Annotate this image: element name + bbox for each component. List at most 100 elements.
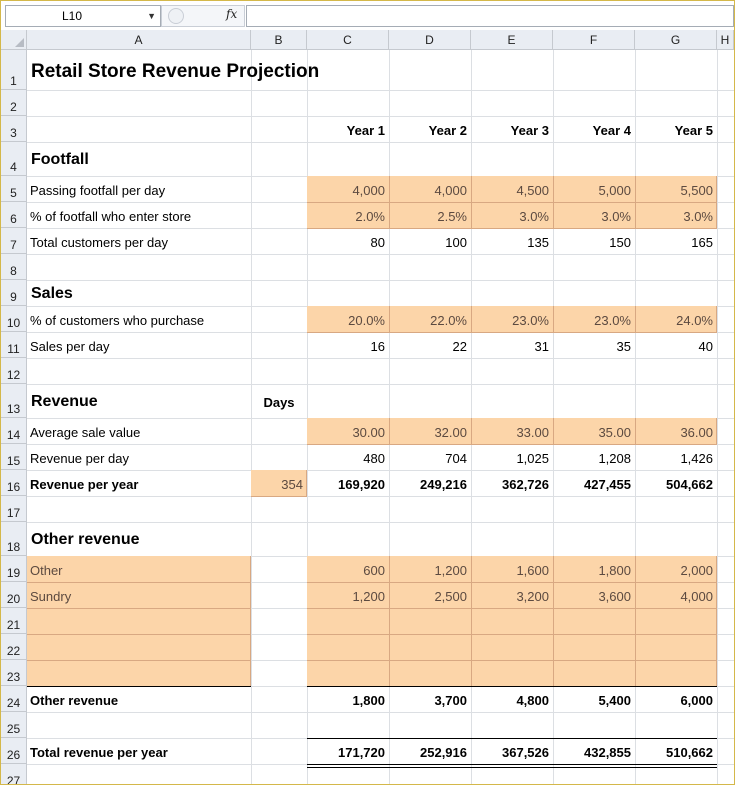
column-header-a[interactable]: A (27, 30, 251, 50)
row-label[interactable]: Other revenue (30, 693, 119, 708)
row-header-4[interactable]: 4 (1, 142, 27, 176)
input-cell[interactable]: 23.0% (512, 313, 549, 328)
value-cell[interactable]: 3,700 (434, 693, 467, 708)
year-header[interactable]: Year 4 (592, 123, 631, 138)
section-heading-footfall[interactable]: Footfall (31, 151, 89, 168)
row-label[interactable]: Passing footfall per day (30, 183, 166, 198)
input-cell[interactable]: 600 (363, 563, 385, 578)
input-cell[interactable]: 2.5% (437, 209, 467, 224)
row-header-25[interactable]: 25 (1, 712, 27, 738)
input-cell[interactable]: 33.00 (516, 425, 549, 440)
row-header-21[interactable]: 21 (1, 608, 27, 634)
input-cell[interactable]: 4,000 (434, 183, 467, 198)
row-header-8[interactable]: 8 (1, 254, 27, 280)
value-cell[interactable]: 427,455 (584, 477, 631, 492)
column-header-d[interactable]: D (389, 30, 471, 50)
value-cell[interactable]: 367,526 (502, 745, 549, 760)
value-cell[interactable]: 165 (691, 235, 713, 250)
section-heading-sales[interactable]: Sales (31, 285, 73, 302)
row-header-5[interactable]: 5 (1, 176, 27, 202)
row-label[interactable]: % of footfall who enter store (30, 209, 192, 224)
input-cell[interactable]: 20.0% (348, 313, 385, 328)
column-header-e[interactable]: E (471, 30, 553, 50)
row-label[interactable]: Average sale value (30, 425, 141, 440)
row-header-22[interactable]: 22 (1, 634, 27, 660)
column-header-b[interactable]: B (251, 30, 307, 50)
value-cell[interactable]: 1,800 (352, 693, 385, 708)
row-header-9[interactable]: 9 (1, 280, 27, 306)
value-cell[interactable]: 80 (370, 235, 385, 250)
value-cell[interactable]: 1,025 (516, 451, 549, 466)
value-cell[interactable]: 169,920 (338, 477, 385, 492)
input-cell[interactable]: 35.00 (598, 425, 631, 440)
row-header-2[interactable]: 2 (1, 90, 27, 116)
input-cell[interactable]: 1,600 (516, 563, 549, 578)
value-cell[interactable]: 432,855 (584, 745, 631, 760)
row-label[interactable]: Sales per day (30, 339, 110, 354)
row-header-18[interactable]: 18 (1, 522, 27, 556)
page-title[interactable]: Retail Store Revenue Projection (31, 61, 320, 82)
row-header-15[interactable]: 15 (1, 444, 27, 470)
value-cell[interactable]: 150 (609, 235, 631, 250)
section-heading-other-revenue[interactable]: Other revenue (31, 531, 140, 548)
value-cell[interactable]: 704 (445, 451, 467, 466)
input-cell[interactable]: 1,200 (434, 563, 467, 578)
input-cell[interactable]: 4,000 (680, 589, 713, 604)
input-cell[interactable]: 3.0% (683, 209, 713, 224)
input-cell[interactable]: 36.00 (680, 425, 713, 440)
value-cell[interactable]: 40 (698, 339, 713, 354)
value-cell[interactable]: 4,800 (516, 693, 549, 708)
input-cell[interactable]: 30.00 (352, 425, 385, 440)
input-cell[interactable]: 5,000 (598, 183, 631, 198)
input-cell[interactable]: 3.0% (519, 209, 549, 224)
value-cell[interactable]: 252,916 (420, 745, 467, 760)
cancel-icon[interactable] (168, 8, 184, 24)
value-cell[interactable]: 135 (527, 235, 549, 250)
row-label[interactable]: Total revenue per year (30, 745, 168, 760)
value-cell[interactable]: 510,662 (666, 745, 713, 760)
row-header-12[interactable]: 12 (1, 358, 27, 384)
row-label[interactable]: Revenue per year (30, 477, 139, 492)
value-cell[interactable]: 22 (452, 339, 467, 354)
days-header[interactable]: Days (263, 395, 295, 410)
row-header-13[interactable]: 13 (1, 384, 27, 418)
input-cell[interactable]: 5,500 (680, 183, 713, 198)
row-label[interactable]: Total customers per day (30, 235, 169, 250)
section-heading-revenue[interactable]: Revenue (31, 393, 98, 410)
row-header-16[interactable]: 16 (1, 470, 27, 496)
year-header[interactable]: Year 1 (346, 123, 385, 138)
select-all-corner[interactable] (1, 30, 27, 50)
column-header-g[interactable]: G (635, 30, 717, 50)
value-cell[interactable]: 362,726 (502, 477, 549, 492)
row-header-7[interactable]: 7 (1, 228, 27, 254)
input-cell[interactable]: 3.0% (601, 209, 631, 224)
input-cell[interactable]: 2,500 (434, 589, 467, 604)
value-cell[interactable]: 480 (363, 451, 385, 466)
input-label[interactable]: Other (30, 563, 63, 578)
row-label[interactable]: % of customers who purchase (30, 313, 205, 328)
input-cell[interactable]: 3,200 (516, 589, 549, 604)
row-header-3[interactable]: 3 (1, 116, 27, 142)
input-cell[interactable]: 3,600 (598, 589, 631, 604)
row-header-10[interactable]: 10 (1, 306, 27, 332)
value-cell[interactable]: 1,426 (680, 451, 713, 466)
input-cell[interactable]: 24.0% (676, 313, 713, 328)
value-cell[interactable]: 35 (616, 339, 631, 354)
year-header[interactable]: Year 2 (428, 123, 467, 138)
chevron-down-icon[interactable]: ▼ (147, 11, 156, 21)
name-box[interactable]: L10 ▼ (5, 5, 161, 27)
input-cell[interactable]: 32.00 (434, 425, 467, 440)
insert-function-icon[interactable]: fx (226, 7, 238, 21)
row-header-17[interactable]: 17 (1, 496, 27, 522)
row-header-6[interactable]: 6 (1, 202, 27, 228)
input-cell[interactable]: 4,000 (352, 183, 385, 198)
column-header-f[interactable]: F (553, 30, 635, 50)
row-header-11[interactable]: 11 (1, 332, 27, 358)
row-header-23[interactable]: 23 (1, 660, 27, 686)
input-cell[interactable]: 4,500 (516, 183, 549, 198)
row-header-20[interactable]: 20 (1, 582, 27, 608)
row-header-27[interactable]: 27 (1, 764, 27, 784)
value-cell[interactable]: 249,216 (420, 477, 467, 492)
input-label[interactable]: Sundry (30, 589, 72, 604)
days-input[interactable]: 354 (281, 477, 303, 492)
